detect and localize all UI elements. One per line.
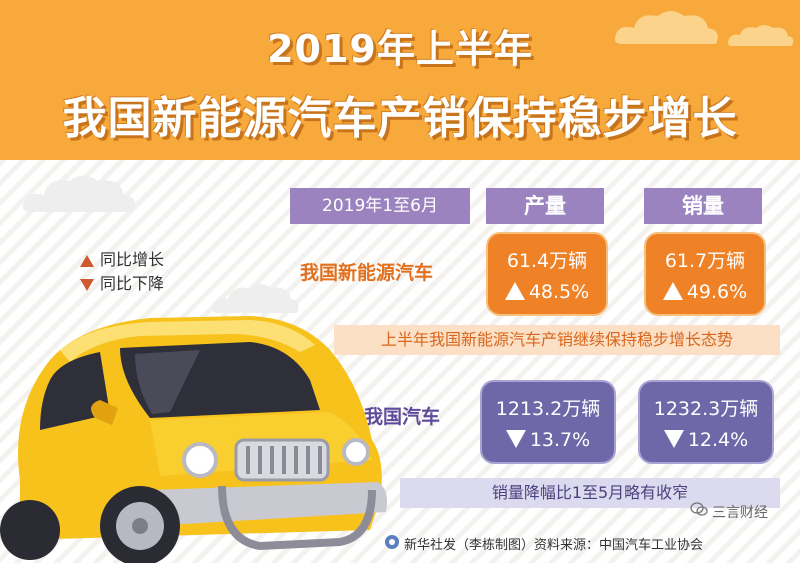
- cars-sales-change-row: 12.4%: [640, 429, 772, 451]
- cars-sales-change: 12.4%: [687, 429, 749, 451]
- wechat-icon: [690, 502, 708, 516]
- cars-production-box: 1213.2万辆 13.7%: [480, 380, 616, 464]
- triangle-up-icon: [504, 282, 525, 300]
- triangle-down-icon: [663, 430, 684, 448]
- triangle-up-icon: [80, 254, 94, 267]
- triangle-down-icon: [80, 278, 94, 291]
- row-label-nev: 我国新能源汽车: [300, 262, 434, 284]
- nev-sales-box: 61.7万辆 49.6%: [644, 232, 766, 316]
- nev-production-box: 61.4万辆 48.5%: [486, 232, 608, 316]
- cars-production-change-row: 13.7%: [482, 429, 614, 451]
- production-header: 产量: [486, 188, 604, 224]
- legend-increase: 同比增长: [80, 246, 164, 270]
- legend-decrease: 同比下降: [80, 270, 164, 294]
- legend-decrease-label: 同比下降: [100, 274, 165, 293]
- cloud-icon: [22, 175, 136, 212]
- period-header: 2019年1至6月: [290, 188, 470, 224]
- xinhua-logo: [385, 535, 399, 549]
- cloud-icon: [614, 11, 718, 44]
- nev-production-change-row: 48.5%: [488, 281, 606, 303]
- triangle-down-icon: [505, 430, 526, 448]
- yellow-car-illustration: [0, 316, 387, 563]
- page-title-line1: 2019年上半年: [267, 27, 533, 71]
- nev-production-amount: 61.4万辆: [506, 250, 588, 272]
- cars-production-change: 13.7%: [529, 429, 591, 451]
- nev-sales-change-row: 49.6%: [646, 281, 764, 303]
- row-label-cars: 我国汽车: [364, 406, 441, 428]
- cars-sales-amount: 1232.3万辆: [653, 398, 759, 420]
- nev-sales-amount: 61.7万辆: [664, 250, 746, 272]
- watermark: 三言财经: [712, 505, 768, 521]
- cloud-icon: [212, 284, 299, 313]
- nev-production-change: 48.5%: [528, 281, 590, 303]
- page-title-line2: 我国新能源汽车产销保持稳步增长: [62, 93, 738, 144]
- nev-note: 上半年我国新能源汽车产销继续保持稳步增长态势: [334, 325, 780, 355]
- header-scallop-edge: [0, 150, 800, 167]
- footer-credit: 新华社发（李栋制图）资料来源：中国汽车工业协会: [404, 538, 704, 553]
- cars-note: 销量降幅比1至5月略有收窄: [400, 478, 780, 508]
- cars-sales-box: 1232.3万辆 12.4%: [638, 380, 774, 464]
- nev-sales-change: 49.6%: [686, 281, 748, 303]
- cars-production-amount: 1213.2万辆: [495, 398, 601, 420]
- cloud-icon: [728, 25, 794, 46]
- sales-header: 销量: [644, 188, 762, 224]
- triangle-up-icon: [662, 282, 683, 300]
- legend-increase-label: 同比增长: [100, 250, 165, 269]
